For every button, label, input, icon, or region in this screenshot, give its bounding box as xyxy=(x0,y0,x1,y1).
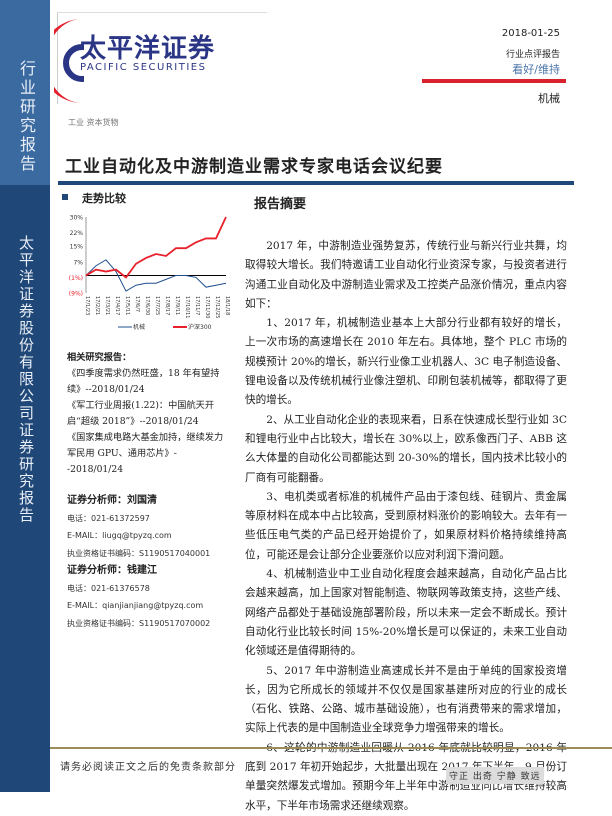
analyst-cert: 执业资格证书编码：S1190517040001 xyxy=(67,548,211,558)
disclaimer: 请务必阅读正文之后的免责条款部分 xyxy=(60,762,236,773)
y-tick-label: (9%) xyxy=(69,291,83,298)
summary-body: 2017 年，中游制造业强势复苏，传统行业与新兴行业共舞，均取得较大增长。我们特… xyxy=(245,237,567,816)
summary-paragraph: 4、机械制造业中工业自动化程度会越来越高，自动化产品占比会越来越高，加上国家对智… xyxy=(245,568,567,658)
x-tick-label: 17/6/30 xyxy=(144,296,150,315)
y-tick-label: 30% xyxy=(70,215,84,222)
legend-label: 机械 xyxy=(133,323,145,331)
x-tick-label: 17/7/25 xyxy=(154,296,160,315)
y-tick-label: 22% xyxy=(70,230,84,237)
y-tick-label: 7% xyxy=(73,259,83,266)
analyst-name: 证券分析师：刘国清 xyxy=(67,495,157,506)
x-tick-label: 18/1/18 xyxy=(224,296,230,315)
header-divider xyxy=(422,79,566,83)
x-tick-label: 17/2/21 xyxy=(94,296,100,315)
summary-paragraph: 3、电机类或者标准的机械件产品由于漆包线、硅钢片、贵金属等原材料在成本中占比较高… xyxy=(245,490,567,561)
report-date: 2018-01-25 xyxy=(501,28,560,39)
related-report-item[interactable]: 《国家集成电路大基金加持，继续发力军民用 GPU、通用芯片》--2018/01/… xyxy=(67,432,224,475)
bullet-square-icon xyxy=(62,194,68,200)
series-line-machinery xyxy=(85,259,227,292)
logo-text-cn: 太平洋证券 xyxy=(80,34,216,64)
analyst-email[interactable]: E-MAIL：qianjianjiang@tpyzq.com xyxy=(67,601,204,610)
y-tick-label: (1%) xyxy=(69,275,83,282)
footer-rule xyxy=(50,747,612,749)
analyst-name: 证券分析师：钱建江 xyxy=(67,565,157,576)
analyst-email[interactable]: E-MAIL：liugq@tpyzq.com xyxy=(67,531,172,540)
x-tick-label: 17/10/11 xyxy=(184,296,190,318)
x-tick-label: 17/12/25 xyxy=(214,296,220,318)
sidebar-report-category: 行业研究报告 xyxy=(17,60,36,174)
company-logo xyxy=(54,12,267,104)
trend-chart: 30% 22% 15% 7% (1%) (9%)17/1/23 17/2/21 17/3/21… xyxy=(69,215,230,332)
analyst-phone: 电话：021-61372597 xyxy=(67,513,150,523)
x-tick-label: 17/11/30 xyxy=(204,296,210,318)
logo-text-en: PACIFIC SECURITIES xyxy=(80,62,207,73)
related-heading: 相关研究报告： xyxy=(67,352,132,363)
report-type: 行业点评报告 xyxy=(505,50,560,60)
legend-label: 沪深300 xyxy=(188,323,212,331)
summary-paragraph: 1、2017 年，机械制造业基本上大部分行业都有较好的增长，上一次市场的高速增长… xyxy=(245,317,567,407)
logo-emblem-icon xyxy=(54,19,84,103)
summary-paragraph: 2017 年，中游制造业强势复苏，传统行业与新兴行业共舞，均取得较大增长。我们特… xyxy=(245,240,567,310)
industry-label: 工业 资本货物 xyxy=(68,118,119,127)
y-tick-label: 15% xyxy=(70,244,84,251)
title-rule xyxy=(58,181,574,185)
x-tick-label: 17/6/7 xyxy=(134,296,140,312)
analyst-cert: 执业资格证书编码：S1190517070002 xyxy=(67,618,211,628)
sector: 机械 xyxy=(538,92,560,105)
related-reports: 相关研究报告： 《四季度需求仍然旺盛，18 年有望持续》--2018/01/24… xyxy=(67,350,232,478)
page-title: 工业自动化及中游制造业需求专家电话会议纪要 xyxy=(65,157,443,177)
x-tick-label: 17/11/7 xyxy=(194,296,200,315)
x-tick-label: 17/5/11 xyxy=(124,296,130,315)
related-report-item[interactable]: 《军工行业周报(1.22)：中国航天开启“超级 2018”》--2018/01/… xyxy=(67,400,215,427)
summary-paragraph: 2、从工业自动化企业的表现来看，日系在快速成长型行业如 3C 和锂电行业中占比较… xyxy=(245,413,567,484)
company-motto: 守正 出奇 宁静 致远 xyxy=(446,767,544,784)
summary-title: 报告摘要 xyxy=(254,197,307,212)
analyst-info: 证券分析师：刘国清 电话：021-61372597 E-MAIL：liugq@t… xyxy=(67,492,232,632)
x-tick-label: 17/4/17 xyxy=(114,296,120,315)
x-tick-label: 17/1/23 xyxy=(84,296,90,315)
rating: 看好/维持 xyxy=(512,63,560,76)
analyst-phone: 电话：021-61376578 xyxy=(67,583,150,593)
sidebar-top xyxy=(0,0,50,185)
summary-paragraph: 5、2017 年中游制造业高速成长并不是由于单纯的国家投资增长，因为它所成长的领… xyxy=(245,664,567,735)
x-tick-label: 17/3/21 xyxy=(104,296,110,315)
x-tick-label: 17/8/17 xyxy=(164,296,170,315)
related-report-item[interactable]: 《四季度需求仍然旺盛，18 年有望持续》--2018/01/24 xyxy=(67,368,220,395)
trend-title: 走势比较 xyxy=(82,192,126,205)
x-tick-label: 17/9/11 xyxy=(174,296,180,315)
sidebar-company-label: 太平洋证券股份有限公司证券研究报告 xyxy=(17,235,35,524)
series-line-hs300 xyxy=(85,216,227,279)
